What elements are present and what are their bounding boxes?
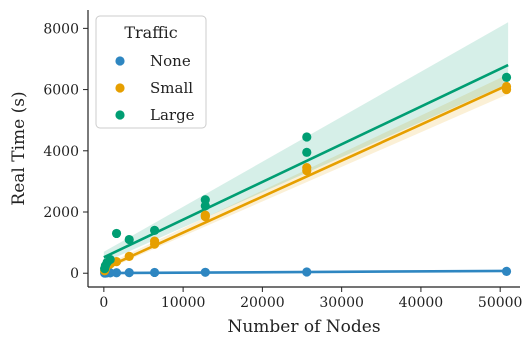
data-point-large	[501, 72, 512, 82]
legend-label-large: Large	[150, 106, 195, 124]
y-tick-label: 0	[70, 266, 79, 282]
x-tick-label: 20000	[240, 295, 285, 311]
legend-marker-large	[115, 110, 125, 120]
data-point-none	[200, 267, 210, 277]
data-point-large	[105, 254, 115, 265]
legend-marker-none	[115, 56, 125, 66]
legend-box	[95, 15, 207, 129]
x-tick-label: 50000	[478, 295, 523, 311]
data-point-none	[124, 268, 134, 278]
data-point-none	[149, 267, 160, 278]
y-tick-label: 2000	[43, 205, 79, 221]
legend-marker-small	[115, 83, 125, 93]
data-point-small	[302, 163, 312, 173]
data-point-large	[111, 228, 122, 239]
data-point-none	[302, 267, 312, 277]
data-point-large	[200, 195, 210, 205]
x-tick-label: 40000	[399, 295, 444, 311]
y-tick-label: 8000	[43, 21, 79, 37]
x-axis-title: Number of Nodes	[227, 317, 380, 337]
legend-label-small: Small	[150, 79, 193, 97]
data-point-large	[302, 132, 312, 142]
x-tick-label: 0	[99, 295, 108, 311]
axes: 0 10000 20000 30000 40000 50000 0 2000 4000 6000 8…	[9, 10, 522, 337]
data-point-small	[124, 251, 134, 261]
legend: Traffic None Small Large	[95, 15, 207, 129]
y-tick-label: 4000	[43, 144, 79, 160]
data-point-none	[501, 266, 512, 276]
data-point-small	[149, 236, 160, 246]
data-point-small	[200, 210, 210, 220]
x-tick-label: 10000	[161, 295, 206, 311]
data-point-none	[111, 268, 122, 278]
data-point-small	[501, 81, 512, 92]
legend-title: Traffic	[124, 23, 177, 42]
legend-label-none: None	[150, 52, 191, 70]
data-points	[100, 72, 512, 278]
data-point-large	[149, 225, 160, 235]
x-tick-label: 30000	[319, 295, 364, 311]
regression-line-small	[103, 83, 509, 270]
regression-line-large	[103, 63, 509, 259]
data-point-large	[124, 234, 134, 245]
y-axis-title: Real Time (s)	[9, 91, 29, 205]
y-tick-label: 6000	[43, 83, 79, 99]
data-point-large	[302, 147, 312, 157]
